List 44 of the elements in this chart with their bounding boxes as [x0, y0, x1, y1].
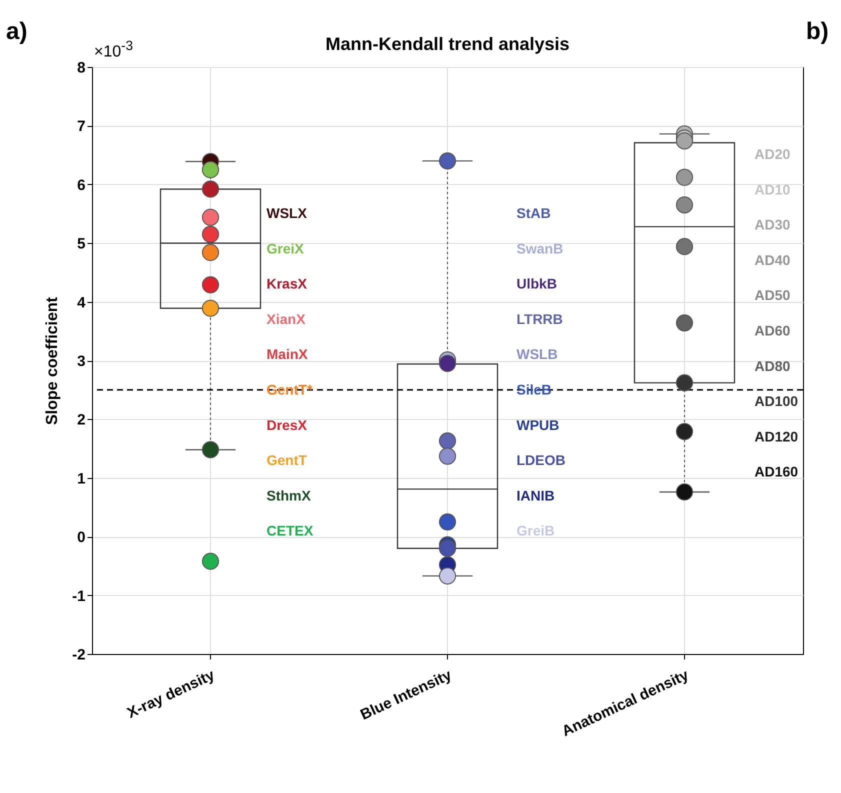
- y-axis-title: Slope coefficient: [44, 296, 62, 426]
- text: LTRRB: [516, 310, 563, 327]
- y-tick-label: 6: [77, 176, 86, 194]
- text: SwanB: [516, 240, 564, 256]
- text: IANIB: [516, 487, 555, 504]
- text: GreiX: [266, 240, 305, 256]
- text: AD20: [754, 146, 791, 162]
- y-tick-label: 3: [77, 353, 86, 370]
- y-tick-label: -1: [72, 588, 86, 605]
- text: GreiB: [516, 522, 555, 539]
- text: CETEX: [266, 522, 314, 539]
- text: WSLX: [266, 205, 308, 221]
- text: WPUB: [516, 416, 560, 433]
- text: AD50: [754, 287, 791, 304]
- chart-title: Mann-Kendall trend analysis: [325, 34, 570, 54]
- text: AD30: [754, 216, 791, 233]
- text: ×10$^{-3}$: [94, 38, 133, 62]
- text: AD60: [754, 322, 791, 338]
- text: SthmX: [266, 487, 312, 504]
- text: a): [6, 18, 28, 46]
- y-tick-label: 1: [77, 470, 86, 488]
- text: MainX: [266, 346, 308, 362]
- text: AD80: [754, 358, 791, 374]
- y-tick-label: 0: [77, 529, 86, 546]
- text: AD120: [754, 428, 798, 444]
- text: AD40: [754, 252, 791, 268]
- y-tick-label: 5: [77, 236, 86, 253]
- text: GentT: [266, 452, 308, 468]
- text: XianX: [266, 310, 306, 327]
- text: AD160: [754, 464, 798, 480]
- y-tick-label: 7: [77, 118, 86, 136]
- text: DresX: [266, 416, 308, 433]
- text: WSLB: [516, 346, 558, 362]
- text: b): [806, 18, 829, 46]
- y-tick-label: 8: [77, 60, 86, 76]
- y-tick-label: -2: [72, 646, 86, 664]
- y-tick-label: 4: [77, 294, 86, 312]
- text: UlbkB: [516, 276, 557, 292]
- text: AD100: [754, 393, 798, 410]
- text: StAB: [516, 205, 551, 221]
- text: AD10: [754, 181, 791, 198]
- text: LDEOB: [516, 452, 566, 468]
- text: KrasX: [266, 276, 308, 292]
- y-tick-label: 2: [77, 412, 86, 429]
